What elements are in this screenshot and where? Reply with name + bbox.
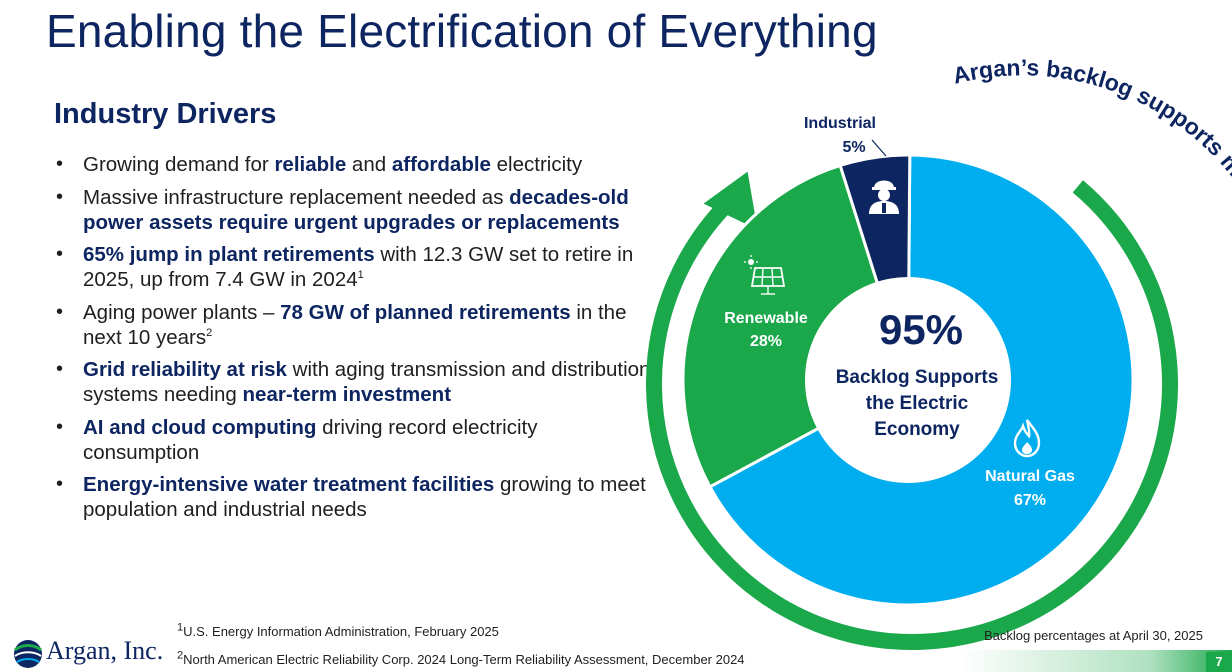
- slice-label-industrial: Industrial: [804, 115, 876, 132]
- slice-value-renewable: 28%: [750, 333, 782, 350]
- slice-value-industrial: 5%: [842, 139, 865, 156]
- slice-label-natural-gas: Natural Gas: [985, 468, 1075, 485]
- list-item: • 65% jump in plant retirements with 12.3…: [56, 243, 634, 291]
- list-item: • AI and cloud computing driving record e…: [56, 415, 538, 464]
- footer-accent-bar: [960, 650, 1232, 672]
- slide-title: Enabling the Electrification of Everythi…: [46, 5, 878, 57]
- footnote-1: 1U.S. Energy Information Administration,…: [177, 621, 499, 639]
- center-label-line: Economy: [874, 419, 960, 440]
- solar-panel-icon: [744, 255, 786, 295]
- list-item: • Massive infrastructure replacement need…: [56, 185, 629, 234]
- center-label-line: Backlog Supports: [836, 367, 999, 388]
- donut-hole: [805, 277, 1011, 483]
- argan-logo-icon: [14, 640, 42, 668]
- driver-list: • Growing demand for reliable and afforda…: [56, 152, 656, 530]
- worker-icon: [869, 180, 899, 214]
- list-item: • Energy-intensive water treatment facili…: [56, 473, 646, 521]
- list-item: • Grid reliability at risk with aging tra…: [56, 358, 651, 406]
- footnote-2: 2North American Electric Reliability Cor…: [177, 649, 745, 667]
- backlog-date-note: Backlog percentages at April 30, 2025: [984, 628, 1203, 643]
- circular-arrow: [646, 180, 1178, 650]
- arrow-head-icon: [703, 171, 758, 230]
- industrial-leader-line: [871, 139, 887, 157]
- slice-label-renewable: Renewable: [724, 310, 808, 327]
- list-item: • Aging power plants – 78 GW of planned r…: [56, 300, 627, 349]
- page-number: 7: [1206, 652, 1232, 672]
- section-heading: Industry Drivers: [54, 98, 277, 130]
- center-label-line: the Electric: [866, 393, 969, 414]
- slice-value-natural-gas: 67%: [1014, 492, 1046, 509]
- center-value: 95%: [879, 306, 963, 353]
- list-item: • Growing demand for reliable and afforda…: [56, 153, 583, 176]
- company-logo-text: Argan, Inc.: [46, 636, 164, 665]
- flame-icon: [1013, 419, 1041, 458]
